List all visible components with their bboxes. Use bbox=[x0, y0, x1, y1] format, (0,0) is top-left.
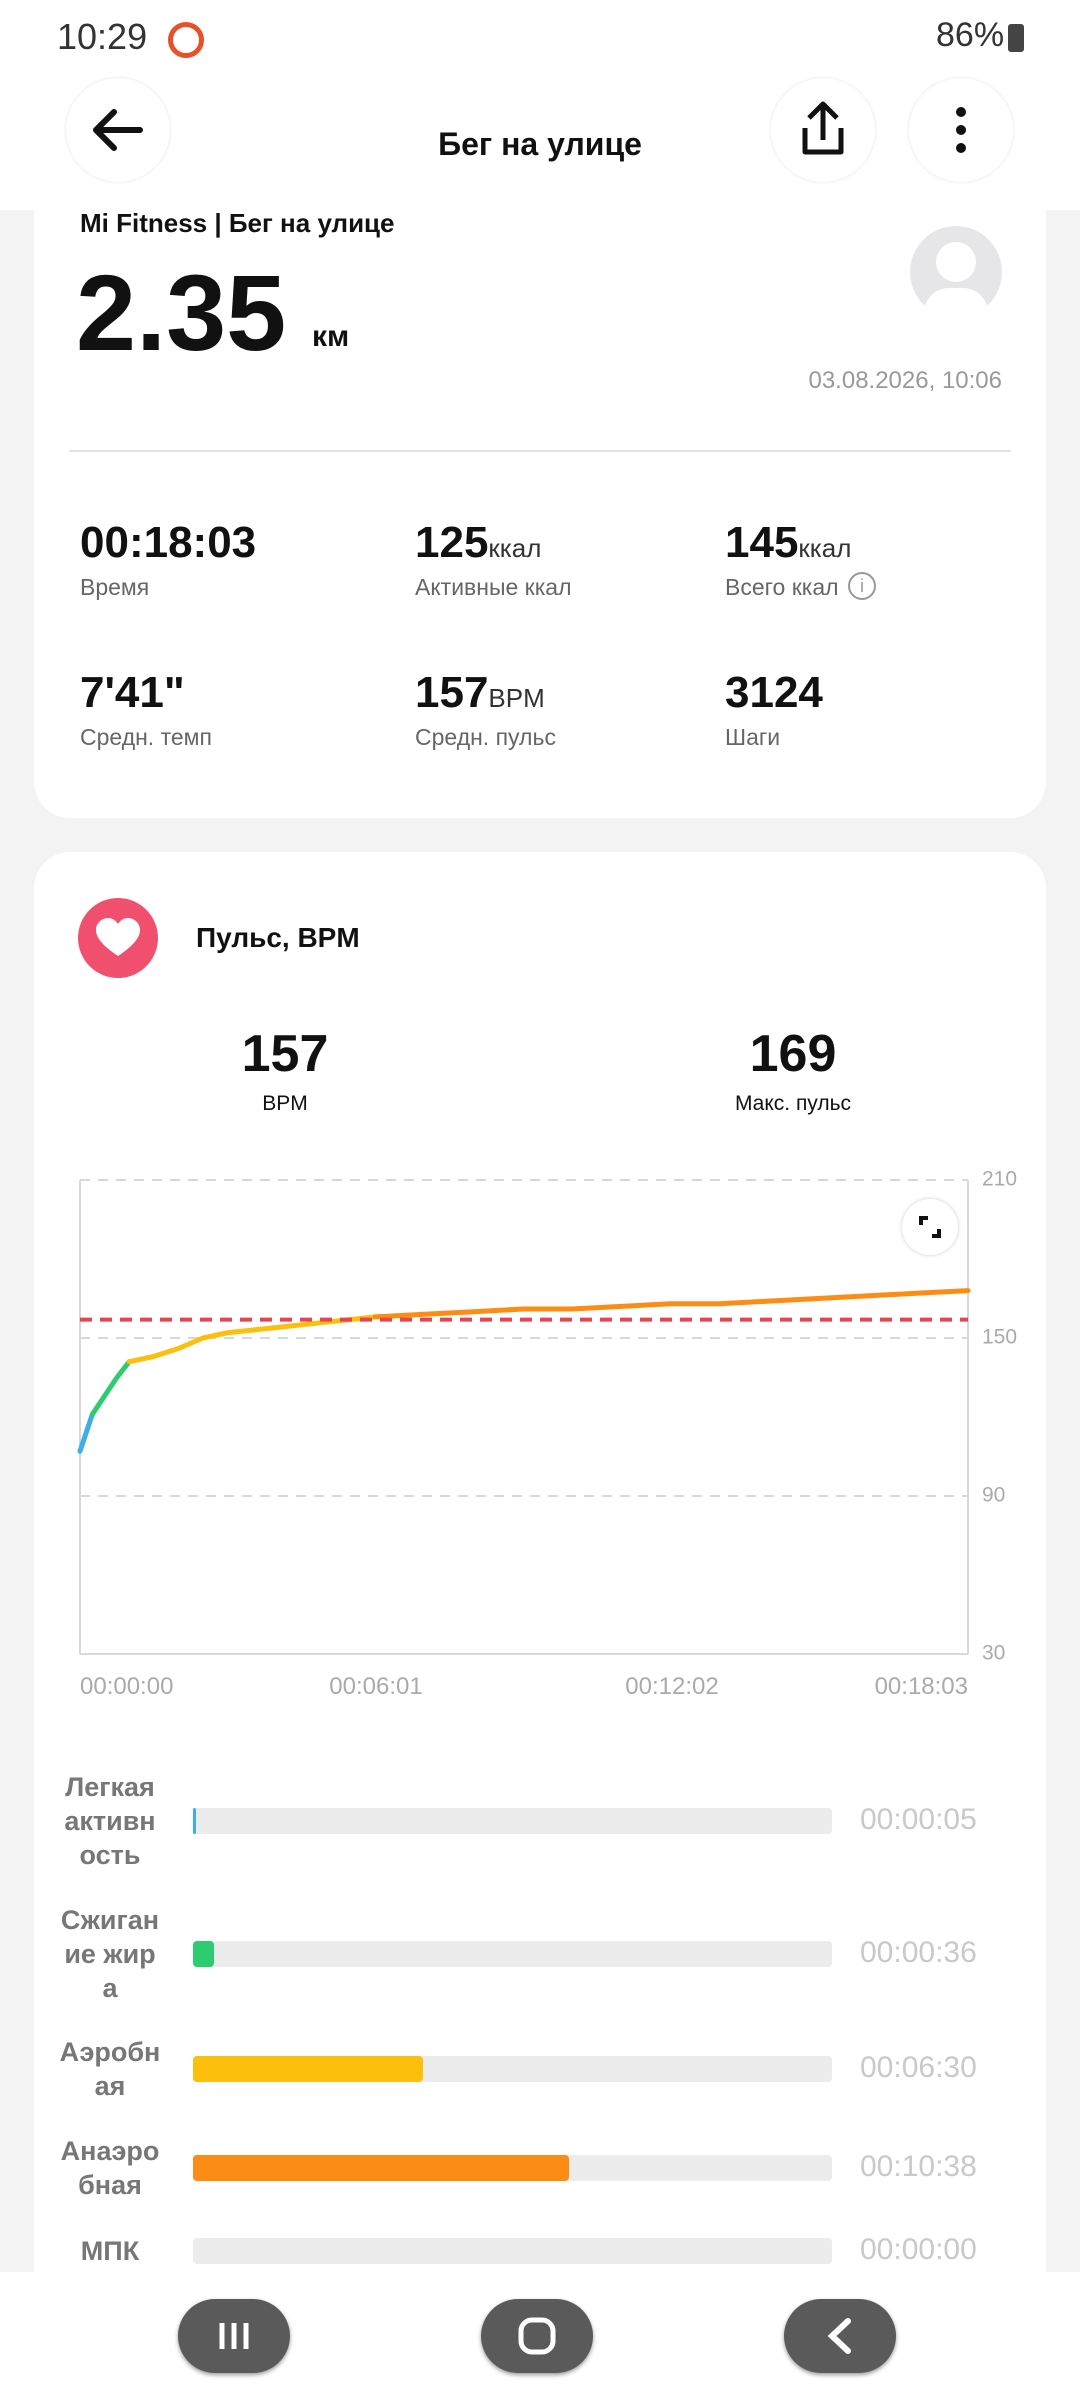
heart-rate-line bbox=[77, 1411, 95, 1454]
menu-button[interactable] bbox=[909, 78, 1013, 182]
heart-rate-title: Пульс, BPM bbox=[196, 922, 360, 953]
stat-unit: ккал bbox=[798, 533, 852, 563]
stat-value: 125 bbox=[415, 518, 489, 567]
stat-value: 7'41" bbox=[80, 668, 185, 717]
summary-card bbox=[34, 210, 1046, 818]
stat-value: 157 bbox=[415, 668, 489, 717]
stat: 00:18:03 bbox=[80, 518, 256, 568]
back-nav-icon bbox=[827, 2318, 851, 2354]
zone-duration: 00:00:00 bbox=[860, 2233, 977, 2266]
stat: 145ккал bbox=[725, 518, 851, 568]
zone-bar bbox=[193, 2056, 424, 2082]
max-label: Макс. пульс bbox=[734, 1092, 852, 1115]
back-button[interactable] bbox=[66, 78, 170, 182]
back-icon bbox=[93, 109, 143, 151]
distance-unit: км bbox=[312, 320, 350, 353]
status-time: 10:29 bbox=[57, 16, 148, 57]
heart-rate-line bbox=[126, 1314, 378, 1365]
stat: 3124 bbox=[725, 668, 823, 718]
distance: 2.35 bbox=[76, 252, 287, 373]
heart-shape bbox=[96, 918, 140, 956]
stat-label: Средн. темп bbox=[80, 724, 212, 750]
zone-label: Сжигание жира bbox=[60, 1905, 160, 2003]
share-icon bbox=[802, 101, 844, 155]
x-tick-label: 00:12:02 bbox=[625, 1673, 718, 1700]
zone-track bbox=[193, 2238, 832, 2264]
battery-level: 86% bbox=[936, 16, 1005, 54]
zone-duration: 00:06:30 bbox=[860, 2051, 977, 2084]
zone-bar bbox=[193, 2155, 570, 2181]
y-tick-label: 30 bbox=[982, 1642, 1005, 1665]
stat-label: Шаги bbox=[725, 724, 781, 750]
zone-track bbox=[193, 1808, 832, 1834]
heart-rate-chart: 30 90 150 210 00:00:00 00:06:01 00:12:02 00:18:… bbox=[77, 1168, 1017, 1700]
zone-duration: 00:00:05 bbox=[860, 1803, 977, 1836]
recents-button[interactable] bbox=[178, 2299, 290, 2373]
battery-icon bbox=[1008, 24, 1024, 52]
expand-icon bbox=[919, 1216, 941, 1238]
stat: 125ккал bbox=[415, 518, 541, 568]
heart-rate-card bbox=[34, 852, 1046, 2352]
y-tick-label: 90 bbox=[982, 1484, 1005, 1507]
stat-label: Средн. пульс bbox=[415, 724, 556, 750]
source: Mi Fitness | Бег на улице bbox=[80, 208, 395, 238]
zone-label: Анаэробная bbox=[60, 2136, 160, 2200]
avatar[interactable] bbox=[910, 226, 1002, 318]
date: 03.08.2026, 10:06 bbox=[808, 367, 1002, 394]
back-nav-button[interactable] bbox=[784, 2299, 896, 2373]
stat-unit: ккал bbox=[488, 533, 542, 563]
heart-rate-line bbox=[372, 1288, 971, 1320]
heart-icon bbox=[78, 898, 158, 978]
home-button[interactable] bbox=[481, 2299, 593, 2373]
stat: 157BPM bbox=[415, 668, 545, 718]
share-button[interactable] bbox=[771, 78, 875, 182]
heart-rate-line bbox=[89, 1359, 132, 1417]
zone-label: МПК bbox=[80, 2236, 140, 2266]
x-tick-label: 00:18:03 bbox=[875, 1673, 968, 1700]
zone-bar bbox=[193, 1808, 196, 1834]
stat-value: 145 bbox=[725, 518, 799, 567]
home-icon bbox=[518, 2317, 556, 2355]
stat-label: Всего ккал bbox=[725, 574, 839, 600]
stat-label: Время bbox=[80, 574, 150, 600]
stat-label: Активные ккал bbox=[415, 574, 572, 600]
zone-label: Легкая активность bbox=[64, 1772, 156, 1870]
expand-button[interactable] bbox=[902, 1199, 958, 1255]
zone-track bbox=[193, 1941, 832, 1967]
average-label: BPM bbox=[262, 1092, 308, 1115]
divider bbox=[69, 450, 1011, 452]
average-value: 157 bbox=[241, 1025, 329, 1083]
zone-duration: 00:00:36 bbox=[860, 1936, 977, 1969]
stat: 7'41" bbox=[80, 668, 185, 718]
stat-unit: BPM bbox=[488, 683, 545, 713]
zone-bar bbox=[193, 1941, 215, 1967]
recents-icon bbox=[219, 2323, 249, 2349]
page-title: Бег на улице bbox=[438, 126, 642, 162]
x-tick-label: 00:06:01 bbox=[329, 1673, 422, 1700]
zone-duration: 00:10:38 bbox=[860, 2150, 977, 2183]
stat-value: 00:18:03 bbox=[80, 518, 257, 567]
stat-value: 3124 bbox=[725, 668, 823, 717]
zone-label: Аэробная bbox=[59, 2037, 161, 2101]
y-tick-label: 210 bbox=[982, 1168, 1017, 1191]
max-value: 169 bbox=[749, 1025, 837, 1083]
status-icon bbox=[168, 22, 204, 58]
menu-icon bbox=[956, 107, 966, 153]
y-tick-label: 150 bbox=[982, 1326, 1017, 1349]
app-bar bbox=[0, 80, 1080, 210]
x-tick-label: 00:00:00 bbox=[80, 1673, 173, 1700]
info-icon[interactable]: i bbox=[848, 572, 876, 600]
